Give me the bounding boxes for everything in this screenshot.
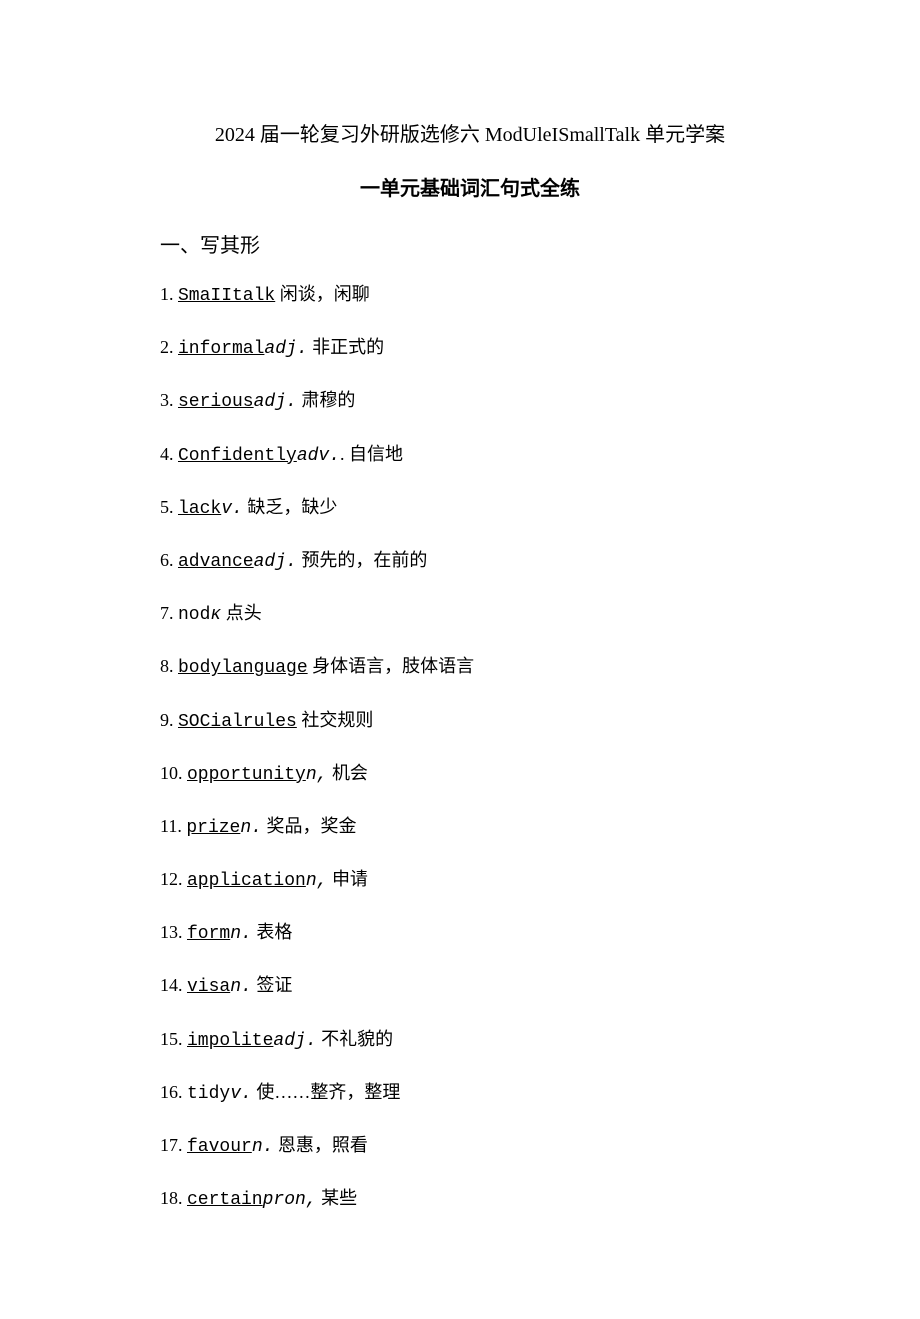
item-number: 5. — [160, 497, 178, 517]
list-item: 11. prizen. 奖品，奖金 — [160, 814, 780, 841]
item-part-of-speech: adv. — [297, 446, 340, 466]
item-term: prize — [186, 818, 240, 838]
item-term: lack — [178, 499, 221, 519]
item-term: visa — [187, 977, 230, 997]
item-term: serious — [178, 392, 254, 412]
item-number: 2. — [160, 337, 178, 357]
item-number: 11. — [160, 816, 186, 836]
list-item: 9. SOCialrules 社交规则 — [160, 708, 780, 735]
item-part-of-speech: n. — [230, 924, 252, 944]
item-definition: 签证 — [252, 975, 293, 995]
list-item: 7. nodκ 点头 — [160, 601, 780, 628]
list-item: 12. applicationn, 申请 — [160, 867, 780, 894]
item-definition: . 自信地 — [340, 444, 403, 464]
item-part-of-speech: n. — [252, 1137, 274, 1157]
item-term: bodylanguage — [178, 658, 308, 678]
item-part-of-speech: adj. — [264, 339, 307, 359]
item-number: 1. — [160, 284, 178, 304]
item-term: favour — [187, 1137, 252, 1157]
item-part-of-speech: n, — [306, 765, 328, 785]
item-definition: 奖品，奖金 — [262, 816, 357, 836]
item-term: SmaIItalk — [178, 286, 275, 306]
item-term: form — [187, 924, 230, 944]
document-page: 2024 届一轮复习外研版选修六 ModUleISmallTalk 单元学案 一… — [0, 0, 920, 1319]
item-number: 17. — [160, 1135, 187, 1155]
item-term: application — [187, 871, 306, 891]
item-term: advance — [178, 552, 254, 572]
list-item: 1. SmaIItalk 闲谈，闲聊 — [160, 282, 780, 309]
item-definition: 社交规则 — [297, 710, 374, 730]
item-term: tidy — [187, 1084, 230, 1104]
item-term: Confidently — [178, 446, 297, 466]
item-definition: 非正式的 — [308, 337, 385, 357]
item-part-of-speech: κ — [210, 605, 221, 625]
document-title: 2024 届一轮复习外研版选修六 ModUleISmallTalk 单元学案 — [160, 120, 780, 150]
item-definition: 使……整齐，整理 — [252, 1082, 401, 1102]
item-definition: 缺乏，缺少 — [243, 497, 338, 517]
item-number: 7. — [160, 603, 178, 623]
item-part-of-speech: adj. — [273, 1031, 316, 1051]
item-part-of-speech: pron, — [263, 1190, 317, 1210]
item-definition: 预先的，在前的 — [297, 550, 428, 570]
list-item: 4. Confidentlyadv.. 自信地 — [160, 442, 780, 469]
item-part-of-speech: n. — [240, 818, 262, 838]
list-item: 5. lackv. 缺乏，缺少 — [160, 495, 780, 522]
list-item: 6. advanceadj. 预先的，在前的 — [160, 548, 780, 575]
item-definition: 申请 — [327, 869, 368, 889]
item-number: 10. — [160, 763, 187, 783]
item-definition: 身体语言，肢体语言 — [308, 656, 475, 676]
item-definition: 不礼貌的 — [317, 1029, 394, 1049]
item-part-of-speech: v. — [230, 1084, 252, 1104]
item-part-of-speech: adj. — [254, 392, 297, 412]
section-heading: 一、写其形 — [160, 229, 780, 258]
item-number: 8. — [160, 656, 178, 676]
item-number: 12. — [160, 869, 187, 889]
item-part-of-speech: adj. — [254, 552, 297, 572]
item-term: certain — [187, 1190, 263, 1210]
list-item: 8. bodylanguage 身体语言，肢体语言 — [160, 654, 780, 681]
item-number: 6. — [160, 550, 178, 570]
item-term: impolite — [187, 1031, 273, 1051]
item-definition: 恩惠，照看 — [273, 1135, 368, 1155]
list-item: 18. certainpron, 某些 — [160, 1186, 780, 1213]
item-term: opportunity — [187, 765, 306, 785]
item-part-of-speech: v. — [221, 499, 243, 519]
item-definition: 某些 — [317, 1188, 358, 1208]
list-item: 15. impoliteadj. 不礼貌的 — [160, 1027, 780, 1054]
list-item: 2. informaladj. 非正式的 — [160, 335, 780, 362]
list-item: 16. tidyv. 使……整齐，整理 — [160, 1080, 780, 1107]
item-number: 9. — [160, 710, 178, 730]
item-definition: 表格 — [252, 922, 293, 942]
item-part-of-speech: n, — [306, 871, 328, 891]
item-term: SOCialrules — [178, 712, 297, 732]
vocabulary-list: 1. SmaIItalk 闲谈，闲聊2. informaladj. 非正式的3.… — [160, 282, 780, 1213]
item-number: 4. — [160, 444, 178, 464]
item-number: 15. — [160, 1029, 187, 1049]
item-number: 14. — [160, 975, 187, 995]
item-term: nod — [178, 605, 210, 625]
item-part-of-speech: n. — [230, 977, 252, 997]
item-term: informal — [178, 339, 264, 359]
item-definition: 闲谈，闲聊 — [275, 284, 370, 304]
list-item: 13. formn. 表格 — [160, 920, 780, 947]
document-subtitle: 一单元基础词汇句式全练 — [160, 172, 780, 201]
list-item: 14. visan. 签证 — [160, 973, 780, 1000]
list-item: 17. favourn. 恩惠，照看 — [160, 1133, 780, 1160]
item-definition: 肃穆的 — [297, 390, 356, 410]
item-definition: 点头 — [221, 603, 262, 623]
item-number: 3. — [160, 390, 178, 410]
list-item: 10. opportunityn, 机会 — [160, 761, 780, 788]
item-definition: 机会 — [327, 763, 368, 783]
item-number: 18. — [160, 1188, 187, 1208]
item-number: 13. — [160, 922, 187, 942]
item-number: 16. — [160, 1082, 187, 1102]
list-item: 3. seriousadj. 肃穆的 — [160, 388, 780, 415]
